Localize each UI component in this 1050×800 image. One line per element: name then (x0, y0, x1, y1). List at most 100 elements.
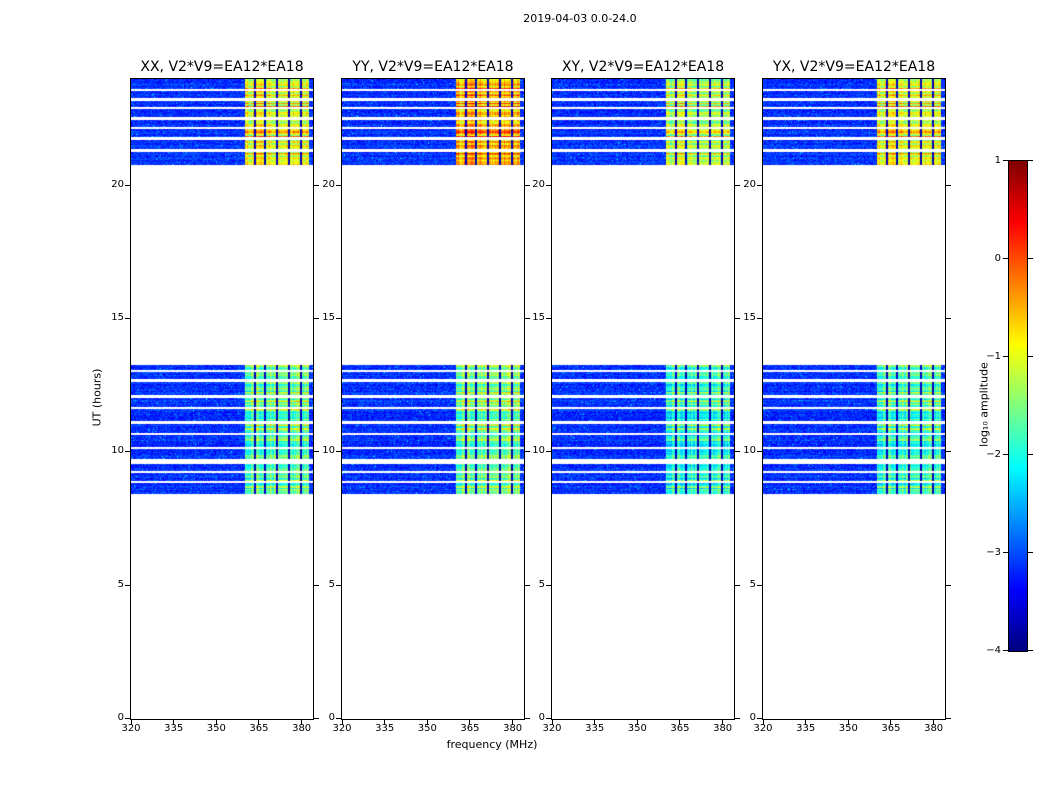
spectrogram-canvas-yy (342, 79, 524, 719)
panel-title-yy: YY, V2*V9=EA12*EA18 (352, 59, 514, 75)
y-tick-left (757, 318, 762, 319)
colorbar-tick-right (1028, 258, 1033, 259)
x-tick-label: 365 (881, 723, 901, 734)
x-tick-label: 365 (670, 723, 690, 734)
colorbar-tick-label: −1 (986, 351, 1001, 362)
x-tick-bottom (637, 720, 638, 725)
colorbar-tick-right (1028, 650, 1033, 651)
y-tick-left (546, 184, 551, 186)
x-tick-bottom (258, 720, 259, 725)
y-tick-label: 15 (322, 312, 335, 323)
x-tick-label: 350 (838, 723, 858, 734)
y-tick-label: 10 (743, 445, 756, 457)
x-tick-bottom (763, 720, 764, 725)
y-tick-left (125, 584, 130, 586)
x-tick-bottom (216, 720, 217, 725)
x-tick-bottom (933, 720, 934, 725)
y-tick-left (336, 184, 341, 186)
y-tick-right (525, 184, 530, 186)
y-axis-label: UT (hours) (90, 368, 104, 427)
y-tick-label: 5 (117, 578, 124, 590)
colorbar-tick-right (1028, 356, 1033, 357)
y-tick-left (125, 318, 130, 319)
y-tick-label: 0 (328, 712, 335, 723)
x-tick-bottom (594, 720, 595, 725)
y-tick-left (546, 451, 551, 453)
x-tick-bottom (679, 720, 680, 725)
x-tick-label: 320 (542, 723, 562, 734)
y-tick-label: 5 (749, 578, 756, 590)
y-tick-left (546, 318, 551, 319)
panel-xy: XY, V2*V9=EA12*EA18 0 5 10 15 20 320 335 350 365 3… (532, 59, 740, 734)
x-tick-label: 350 (627, 723, 647, 734)
y-tick-right (735, 718, 740, 719)
y-tick-label: 15 (532, 312, 545, 323)
x-tick-label: 380 (292, 723, 312, 734)
spectrogram-canvas-yx (763, 79, 945, 719)
colorbar-tick-left (1003, 650, 1008, 651)
y-tick-right (946, 318, 951, 319)
colorbar-tick-right (1028, 552, 1033, 553)
colorbar-tick-left (1003, 356, 1008, 357)
x-tick-bottom (173, 720, 174, 725)
colorbar-tick-left (1003, 258, 1008, 259)
y-tick-right (946, 451, 951, 453)
y-tick-label: 15 (743, 312, 756, 323)
y-tick-right (735, 318, 740, 319)
colorbar-tick-label: −3 (986, 547, 1001, 558)
y-tick-left (757, 184, 762, 186)
y-tick-left (336, 584, 341, 586)
y-tick-right (735, 584, 740, 586)
y-tick-label: 20 (532, 178, 545, 190)
y-tick-label: 10 (532, 445, 545, 457)
panel-yx: YX, V2*V9=EA12*EA18 0 5 10 15 20 320 335 350 365 3… (743, 59, 951, 734)
x-tick-bottom (427, 720, 428, 725)
colorbar-gradient (1009, 161, 1027, 651)
y-tick-left (125, 718, 130, 719)
x-tick-bottom (848, 720, 849, 725)
y-tick-right (314, 184, 319, 186)
colorbar-tick-left (1003, 454, 1008, 455)
x-tick-label: 335 (164, 723, 184, 734)
colorbar-tick-label: 1 (994, 155, 1001, 166)
y-tick-right (946, 584, 951, 586)
x-tick-label: 335 (796, 723, 816, 734)
x-tick-bottom (512, 720, 513, 725)
y-tick-right (314, 451, 319, 453)
y-tick-right (525, 584, 530, 586)
colorbar-tick-left (1003, 160, 1008, 161)
y-tick-label: 5 (328, 578, 335, 590)
x-tick-label: 335 (585, 723, 605, 734)
colorbar-tick-label: −2 (986, 449, 1001, 460)
x-tick-bottom (552, 720, 553, 725)
y-tick-label: 10 (111, 445, 124, 457)
y-tick-right (314, 584, 319, 586)
x-tick-bottom (722, 720, 723, 725)
y-tick-right (735, 451, 740, 453)
y-tick-right (314, 718, 319, 719)
x-tick-label: 320 (332, 723, 352, 734)
x-tick-label: 380 (924, 723, 944, 734)
x-axis-label: frequency (MHz) (446, 738, 538, 751)
y-tick-label: 0 (117, 712, 124, 723)
x-tick-bottom (890, 720, 891, 725)
x-tick-label: 380 (503, 723, 523, 734)
y-tick-right (735, 184, 740, 186)
x-tick-label: 380 (713, 723, 733, 734)
y-tick-label: 0 (538, 712, 545, 723)
x-tick-bottom (384, 720, 385, 725)
y-tick-right (525, 318, 530, 319)
y-tick-right (525, 451, 530, 453)
y-tick-label: 10 (322, 445, 335, 457)
y-tick-left (336, 318, 341, 319)
y-tick-right (525, 718, 530, 719)
colorbar-tick-right (1028, 160, 1033, 161)
x-tick-bottom (342, 720, 343, 725)
x-tick-bottom (301, 720, 302, 725)
panel-title-xy: XY, V2*V9=EA12*EA18 (561, 59, 725, 75)
panel-title-yx: YX, V2*V9=EA12*EA18 (772, 59, 936, 75)
x-tick-label: 320 (753, 723, 773, 734)
colorbar-tick-left (1003, 552, 1008, 553)
x-tick-label: 320 (121, 723, 141, 734)
